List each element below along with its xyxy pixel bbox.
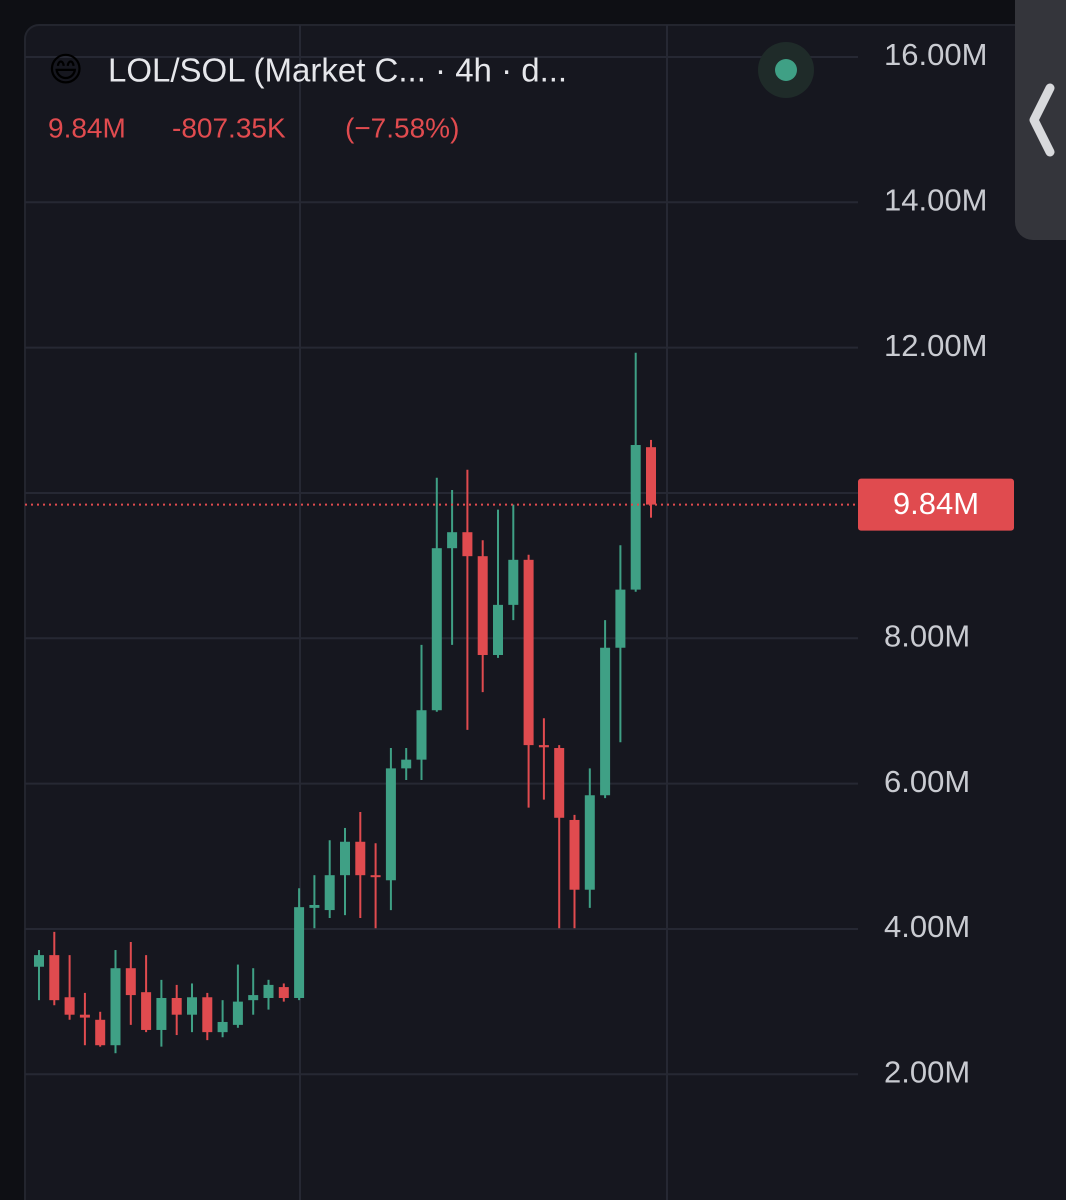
- candle-body: [217, 1021, 228, 1033]
- chart-panel: [24, 24, 1066, 1200]
- candle-body: [569, 819, 580, 890]
- candle-body: [232, 1001, 243, 1025]
- candle-body: [294, 907, 305, 998]
- change: -807.35K: [172, 112, 286, 143]
- candle-body: [324, 875, 335, 911]
- candle-body: [615, 589, 626, 648]
- candle-body: [385, 768, 396, 881]
- candle-body: [416, 710, 427, 760]
- candle-body: [554, 748, 565, 818]
- candle-body: [401, 759, 412, 769]
- candle-body: [584, 795, 595, 890]
- y-tick-label: 14.00M: [884, 182, 987, 217]
- candle-body: [477, 556, 488, 656]
- change-percent: (−7.58%): [345, 112, 459, 143]
- candle-body: [340, 841, 350, 876]
- candle-body: [431, 548, 442, 711]
- candle-body: [156, 997, 167, 1030]
- candle-body: [493, 604, 503, 656]
- candle-body: [141, 992, 152, 1030]
- y-tick-label: 16.00M: [884, 37, 987, 72]
- chart-title: LOL/SOL (Market C... · 4h · d...: [108, 52, 567, 89]
- y-tick-label: 12.00M: [884, 328, 987, 363]
- y-tick-label: 8.00M: [884, 618, 970, 653]
- candle-body: [263, 984, 274, 998]
- candle-body: [125, 968, 136, 996]
- candle-body: [447, 532, 458, 549]
- candle-body: [355, 841, 366, 876]
- candle-body: [49, 955, 60, 1001]
- candle-body: [202, 997, 213, 1033]
- last-value: 9.84M: [48, 112, 126, 143]
- y-tick-label: 4.00M: [884, 909, 970, 944]
- candle-body: [370, 875, 381, 878]
- candle-body: [523, 559, 534, 746]
- candle-body: [462, 532, 473, 557]
- candle-body: [95, 1019, 106, 1046]
- status-dot: [775, 59, 797, 81]
- candle-body: [646, 447, 656, 505]
- candle-body: [538, 745, 549, 748]
- last-price: 9.84M: [25, 478, 1014, 531]
- candle-body: [79, 1014, 90, 1018]
- last-price-label: 9.84M: [893, 486, 979, 521]
- candle-body: [309, 904, 320, 908]
- candle-body: [248, 995, 259, 1001]
- candle-body: [187, 997, 197, 1015]
- chevron-icon: [1029, 83, 1055, 157]
- symbol-icon: 😄: [48, 51, 83, 89]
- candle-body: [171, 997, 182, 1015]
- candle-body: [278, 987, 289, 998]
- candle-body: [600, 647, 611, 796]
- candle-body: [110, 968, 121, 1046]
- y-tick-label: 6.00M: [884, 764, 970, 799]
- last-price-tag: [858, 478, 1014, 531]
- side-panel-tab[interactable]: [1015, 0, 1066, 240]
- y-tick-label: 2.00M: [884, 1054, 970, 1089]
- candle-body: [64, 997, 75, 1015]
- grid: [25, 55, 858, 1076]
- candles: [34, 352, 656, 1054]
- candle-body: [34, 955, 44, 967]
- candle-body: [630, 445, 641, 590]
- candle-body: [508, 559, 519, 605]
